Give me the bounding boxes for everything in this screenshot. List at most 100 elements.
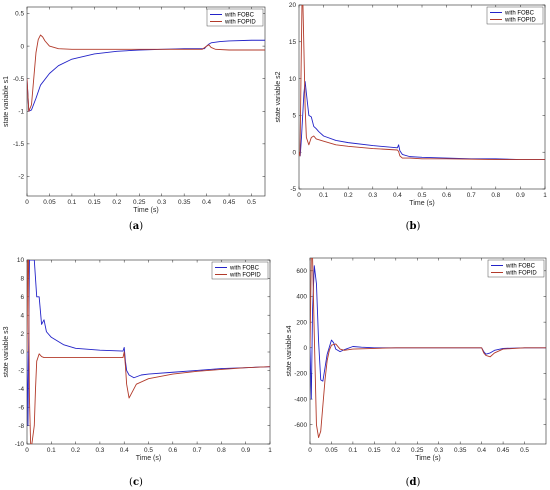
y-tick-label: 0 (292, 149, 296, 156)
panel-caption: (a) (129, 221, 143, 232)
y-tick-label: 20 (289, 2, 297, 9)
series-line-with-fobc (310, 265, 546, 400)
plot-area (26, 6, 266, 197)
x-axis-label: Time (s) (133, 207, 158, 214)
x-tick-label: 0.4 (120, 447, 129, 454)
chart-panel-c: 0 0.1 0.2 0.3 0.4 0.5 0.6 0.7 0.8 0.9 1 -10 -8 -6 -4 -2… (3, 257, 272, 488)
x-tick-label: 0.1 (348, 447, 357, 454)
y-tick-label: -2 (18, 368, 24, 375)
x-tick-label: 0.35 (178, 199, 191, 206)
series-line-with-fopid (27, 260, 270, 444)
x-tick-label: 0.4 (393, 192, 402, 199)
y-tick-label: -0.5 (13, 76, 24, 83)
y-axis-label: state variable s2 (275, 71, 282, 122)
y-tick-label: -200 (294, 371, 307, 378)
y-tick-label: -10 (15, 441, 25, 448)
x-tick-label: 0.5 (144, 447, 153, 454)
x-tick-label: 0.3 (95, 447, 104, 454)
x-tick-label: 1 (543, 192, 547, 199)
y-tick-label: 400 (296, 294, 307, 301)
y-tick-label: -2 (18, 174, 24, 181)
x-tick-label: 0.3 (157, 199, 166, 206)
series-line-with-fobc (27, 39, 265, 112)
plot-area (298, 4, 546, 190)
x-tick-label: 0.1 (319, 192, 328, 199)
y-tick-label: -600 (294, 422, 307, 429)
x-tick-label: 0.05 (325, 447, 338, 454)
y-tick-label: 15 (289, 39, 297, 46)
x-tick-label: 0.05 (43, 199, 56, 206)
y-tick-label: 0 (20, 43, 24, 50)
y-tick-label: 10 (289, 76, 297, 83)
x-tick-label: 0.2 (112, 199, 121, 206)
y-tick-label: 0.5 (15, 11, 24, 18)
x-tick-label: 0.1 (67, 199, 76, 206)
series-line-with-fobc (27, 260, 270, 427)
panel-caption: (c) (129, 477, 143, 488)
y-tick-label: -6 (18, 404, 24, 411)
legend-entry: with FOPID (229, 273, 261, 279)
x-tick-label: 0.9 (516, 192, 525, 199)
y-tick-label: -4 (18, 386, 24, 393)
x-tick-label: 0 (25, 199, 29, 206)
legend-entry: with FOPID (504, 18, 536, 24)
legend-entry: with FOPID (224, 20, 256, 26)
y-tick-label: -1 (18, 108, 24, 115)
x-tick-label: 0.5 (520, 447, 529, 454)
y-axis-label: state variable s3 (3, 326, 10, 377)
y-tick-label: 600 (296, 268, 307, 275)
series-line-with-fopid (310, 258, 546, 439)
series-line-with-fobc (299, 81, 545, 161)
x-tick-label: 0.6 (168, 447, 177, 454)
y-tick-label: 8 (20, 276, 24, 283)
legend-entry: with FOBC (229, 266, 260, 272)
x-tick-label: 0.15 (88, 199, 101, 206)
x-tick-label: 0 (25, 447, 29, 454)
x-tick-label: 0.7 (193, 447, 202, 454)
series-line-with-fopid (27, 34, 265, 112)
y-tick-label: 2 (20, 331, 24, 338)
x-tick-label: 0.45 (497, 447, 510, 454)
x-tick-label: 0.4 (202, 199, 211, 206)
legend-entry: with FOBC (505, 264, 536, 270)
plot-area (309, 257, 547, 445)
x-tick-label: 0.5 (418, 192, 427, 199)
series-line-with-fopid (299, 5, 545, 161)
x-tick-label: 0.7 (467, 192, 476, 199)
x-tick-label: 0.9 (241, 447, 250, 454)
y-tick-label: 200 (296, 319, 307, 326)
chart-panel-b: 0 0.1 0.2 0.3 0.4 0.5 0.6 0.7 0.8 0.9 1-505101520T… (275, 2, 547, 232)
y-tick-label: -400 (294, 396, 307, 403)
panel-caption: (d) (406, 477, 421, 488)
chart-panel-a: 0 0.05 0.1 0.15 0.2 0.25 0.3 0.35 0.4 0.45 0.5 -2 -1… (3, 6, 266, 232)
x-tick-label: 0.6 (442, 192, 451, 199)
plot-area (26, 259, 271, 445)
x-axis-label: Time (s) (415, 455, 440, 462)
x-tick-label: 0.2 (391, 447, 400, 454)
x-tick-label: 0.25 (133, 199, 146, 206)
y-tick-label: 6 (20, 294, 24, 301)
y-tick-label: 0 (303, 345, 307, 352)
y-axis-label: state variable s1 (3, 76, 10, 127)
x-tick-label: 0.3 (368, 192, 377, 199)
x-tick-label: 0.25 (411, 447, 424, 454)
x-axis-label: Time (s) (409, 200, 434, 207)
x-tick-label: 0 (297, 192, 301, 199)
x-tick-label: 0.2 (344, 192, 353, 199)
chart-panel-d: 0 0.05 0.1 0.15 0.2 0.25 0.3 0.35 0.4 0.45 0.5 -600… (286, 257, 547, 488)
x-tick-label: 0.3 (434, 447, 443, 454)
y-tick-label: 5 (292, 113, 296, 120)
x-tick-label: 1 (268, 447, 272, 454)
y-axis-label: state variable s4 (286, 325, 293, 376)
x-tick-label: 0.4 (477, 447, 486, 454)
x-tick-label: 0.15 (368, 447, 381, 454)
x-tick-label: 0.35 (454, 447, 467, 454)
y-tick-label: -8 (18, 423, 24, 430)
y-tick-label: -1.5 (13, 141, 24, 148)
x-tick-label: 0 (308, 447, 312, 454)
legend-entry: with FOBC (504, 11, 535, 17)
y-tick-label: 0 (20, 349, 24, 356)
x-tick-label: 0.8 (217, 447, 226, 454)
x-axis-label: Time (s) (136, 455, 161, 462)
